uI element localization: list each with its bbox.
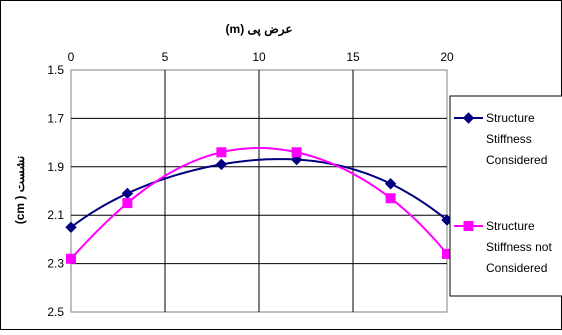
x-tick-label: 20	[440, 50, 454, 64]
x-axis-title: عرض پی (m)	[226, 22, 293, 37]
legend-label-line: Stiffness not	[486, 240, 552, 254]
legend-series-1-label: Structure Stiffness Considered	[486, 111, 547, 167]
y-tick-label: 2.5	[47, 305, 64, 319]
curves	[70, 147, 448, 260]
series-2-line	[70, 147, 448, 260]
series-1-point	[384, 178, 397, 190]
x-tick-label: 15	[346, 50, 360, 64]
series-2-point	[291, 147, 302, 158]
legend-label-line: Considered	[486, 261, 547, 275]
series-1-point	[215, 158, 228, 171]
grid	[71, 70, 447, 312]
y-tick-label: 2.3	[47, 257, 64, 271]
x-tick-label: 10	[252, 50, 266, 64]
x-tick-label: 0	[68, 50, 75, 64]
series-2-point	[385, 193, 396, 204]
legend: Structure Stiffness Considered Structure Sti…	[454, 111, 552, 275]
legend-box	[449, 95, 562, 297]
y-tick-label: 1.5	[47, 63, 64, 77]
series-2-point	[122, 198, 133, 209]
ticks: 0 5 10 15 20 1.5 1.7 1.9 2.1 2.3 2.5	[47, 50, 454, 319]
series-2-point	[66, 253, 76, 264]
series-2-point	[216, 147, 227, 158]
legend-label-line: Structure	[486, 111, 535, 125]
legend-series-2-label: Structure Stiffness not Considered	[486, 219, 552, 275]
x-tick-label: 5	[162, 50, 169, 64]
legend-label-line: Stiffness	[486, 132, 532, 146]
y-tick-label: 1.7	[47, 111, 64, 125]
y-axis-title: نشست ( cm)	[13, 156, 27, 225]
series-1-line	[70, 158, 448, 229]
legend-series-1-swatch-marker	[462, 112, 475, 124]
legend-label-line: Structure	[486, 219, 535, 233]
y-tick-label: 2.1	[47, 208, 64, 222]
series-1-point	[65, 221, 77, 234]
y-tick-label: 1.9	[47, 160, 64, 174]
legend-series-2-swatch-marker	[463, 221, 474, 231]
series	[65, 147, 453, 264]
legend-label-line: Considered	[486, 153, 547, 167]
